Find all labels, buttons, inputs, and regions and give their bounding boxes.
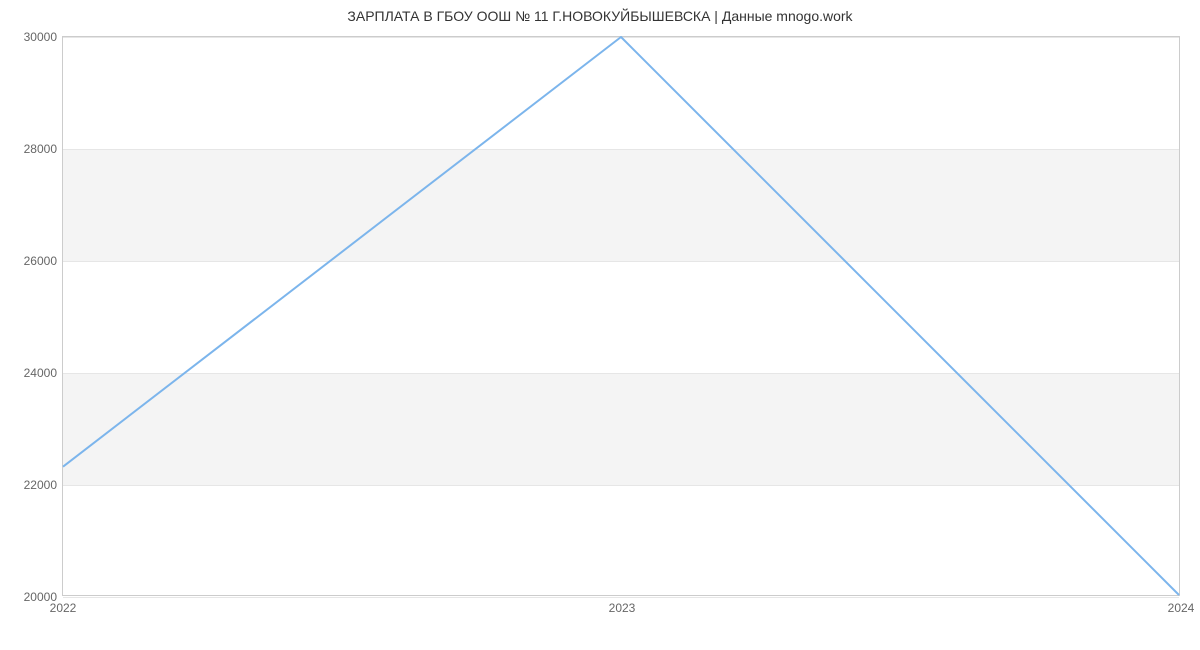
series-salary xyxy=(63,37,1179,595)
plot-area: 2000022000240002600028000300002022202320… xyxy=(62,36,1180,596)
x-tick-label: 2024 xyxy=(1168,601,1195,615)
y-tick-label: 30000 xyxy=(24,30,57,44)
y-tick-label: 22000 xyxy=(24,478,57,492)
salary-line-chart: ЗАРПЛАТА В ГБОУ ООШ № 11 Г.НОВОКУЙБЫШЕВС… xyxy=(0,0,1200,650)
y-tick-label: 28000 xyxy=(24,142,57,156)
line-layer xyxy=(63,37,1179,595)
chart-title: ЗАРПЛАТА В ГБОУ ООШ № 11 Г.НОВОКУЙБЫШЕВС… xyxy=(0,0,1200,28)
x-tick-label: 2022 xyxy=(50,601,77,615)
y-tick-label: 24000 xyxy=(24,366,57,380)
y-gridline xyxy=(63,597,1179,598)
y-tick-label: 26000 xyxy=(24,254,57,268)
x-tick-label: 2023 xyxy=(609,601,636,615)
